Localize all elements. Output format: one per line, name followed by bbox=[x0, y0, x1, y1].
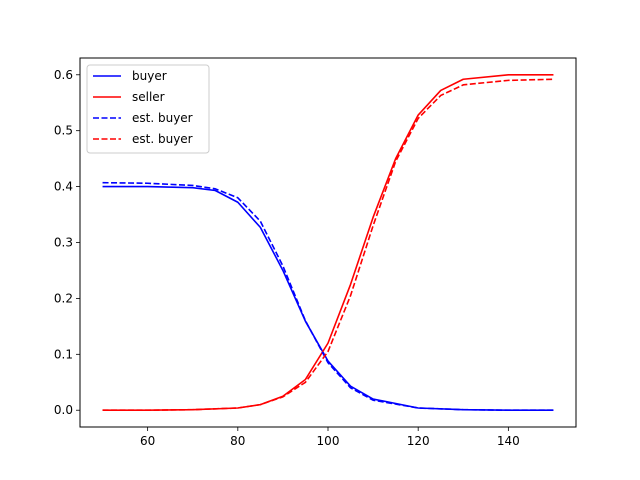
x-tick-label: 100 bbox=[317, 434, 340, 448]
legend: buyer seller est. buyer est. buyer bbox=[86, 64, 210, 154]
y-tick-label: 0.1 bbox=[54, 347, 73, 361]
x-tick-label: 60 bbox=[140, 434, 155, 448]
y-axis: 0.0 0.1 0.2 0.3 0.4 0.5 0.6 bbox=[54, 68, 80, 417]
legend-label: seller bbox=[132, 90, 165, 104]
legend-label: est. buyer bbox=[132, 132, 193, 146]
x-tick-label: 140 bbox=[497, 434, 520, 448]
series-line-3 bbox=[102, 78, 554, 412]
y-tick-label: 0.5 bbox=[54, 124, 73, 138]
y-tick-label: 0.0 bbox=[54, 403, 73, 417]
y-tick-label: 0.6 bbox=[54, 68, 73, 82]
x-tick-label: 120 bbox=[407, 434, 430, 448]
y-tick-label: 0.3 bbox=[54, 236, 73, 250]
legend-box bbox=[86, 64, 210, 154]
legend-label: est. buyer bbox=[132, 111, 193, 125]
y-tick-label: 0.4 bbox=[54, 180, 73, 194]
series-line-2 bbox=[102, 181, 554, 412]
y-tick-label: 0.2 bbox=[54, 291, 73, 305]
legend-label: buyer bbox=[132, 69, 167, 83]
x-tick-label: 80 bbox=[230, 434, 245, 448]
x-axis: 60 80 100 120 140 bbox=[140, 427, 520, 448]
series-layer bbox=[102, 73, 554, 412]
